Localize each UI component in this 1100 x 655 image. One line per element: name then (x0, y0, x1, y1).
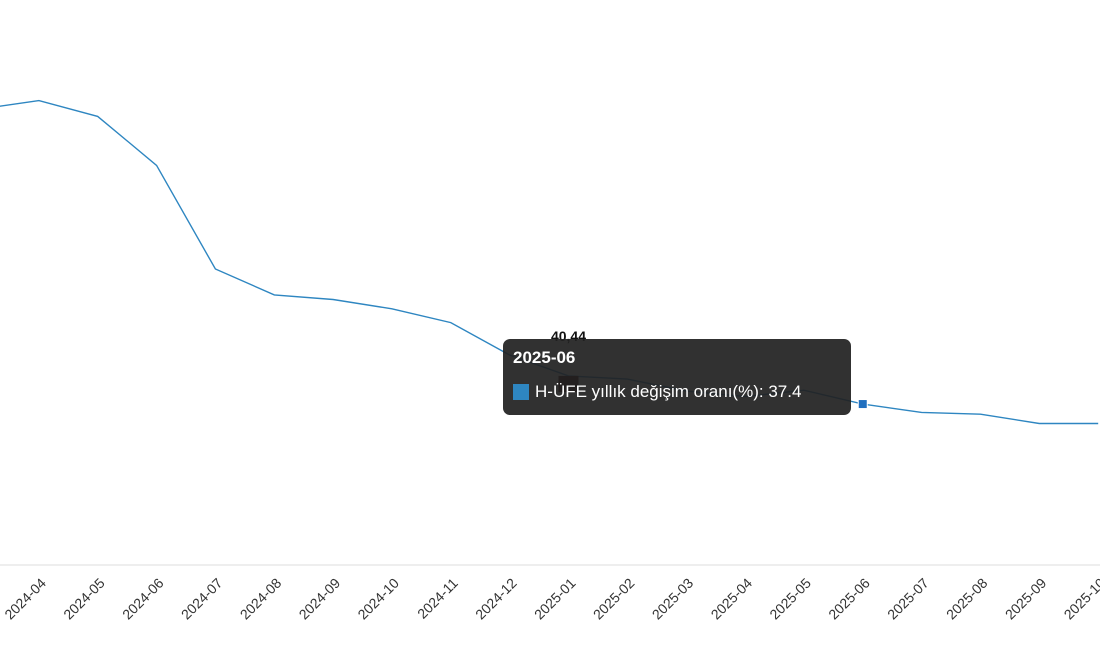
x-tick-label: 2025-05 (766, 575, 814, 623)
x-tick-label: 2024-05 (60, 575, 108, 623)
x-tick-label: 2025-08 (943, 575, 991, 623)
x-tick-label: 2025-04 (708, 575, 756, 623)
x-tick-label: 2024-07 (178, 575, 226, 623)
x-tick-label: 2025-02 (590, 575, 638, 623)
x-tick-label: 2025-06 (825, 575, 873, 623)
tooltip-title: 2025-06 (513, 348, 576, 367)
tooltip-row: H-ÜFE yıllık değişim oranı(%): 37.4 (513, 382, 801, 402)
chart-tooltip: 2025-06 H-ÜFE yıllık değişim oranı(%): 3… (503, 339, 851, 415)
x-tick-label: 2024-12 (472, 575, 520, 623)
x-tick-label: 2024-10 (354, 575, 402, 623)
x-tick-label: 2024-11 (414, 575, 461, 622)
highlighted-point (857, 399, 868, 410)
x-tick-label: 2025-03 (649, 575, 697, 623)
x-tick-label: 2024-06 (119, 575, 167, 623)
x-tick-label: 2024-04 (1, 575, 49, 623)
x-tick-label: 2025-07 (884, 575, 932, 623)
x-tick-label: 2024-09 (296, 575, 344, 623)
tooltip-value: 37.4 (768, 382, 802, 401)
x-tick-label: 2025-09 (1002, 575, 1050, 623)
x-tick-label: 2025-01 (531, 575, 579, 623)
tooltip-series-swatch (513, 384, 529, 400)
x-tick-label: 2025-10 (1061, 575, 1100, 623)
tooltip-separator: : (758, 382, 769, 401)
x-tick-label: 2024-08 (237, 575, 285, 623)
tooltip-series-label: H-ÜFE yıllık değişim oranı(%) (535, 382, 759, 401)
